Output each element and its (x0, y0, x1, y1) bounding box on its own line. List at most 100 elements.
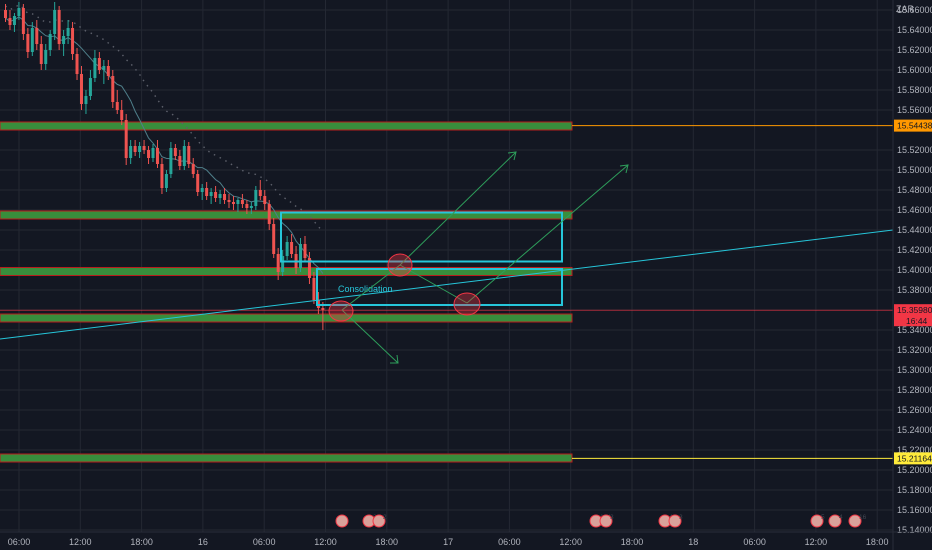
candle-body[interactable] (30, 28, 34, 52)
candle-body[interactable] (263, 196, 267, 204)
candle-body[interactable] (106, 66, 110, 76)
trend-line[interactable] (0, 229, 894, 340)
candle-body[interactable] (147, 150, 151, 158)
candle-body[interactable] (178, 156, 182, 166)
candle-body[interactable] (236, 200, 240, 204)
candle-body[interactable] (53, 10, 57, 34)
candle-body[interactable] (66, 28, 70, 36)
candle-body[interactable] (26, 34, 30, 52)
candle-body[interactable] (111, 76, 115, 102)
event-marker[interactable] (848, 514, 862, 528)
consolidation-box[interactable] (316, 268, 563, 306)
candle-body[interactable] (303, 244, 307, 258)
zone-bar[interactable] (0, 121, 573, 131)
candle-body[interactable] (39, 44, 43, 64)
candle-body[interactable] (88, 78, 92, 96)
zone-bar[interactable] (0, 210, 573, 220)
candle-body[interactable] (196, 174, 200, 192)
candle-body[interactable] (124, 120, 128, 158)
projection-arrow[interactable] (399, 151, 517, 266)
candle-body[interactable] (21, 8, 25, 34)
candle-body[interactable] (272, 224, 276, 254)
event-marker[interactable] (335, 514, 349, 528)
candle-body[interactable] (12, 16, 16, 25)
candle-body[interactable] (227, 200, 231, 202)
candle-body[interactable] (214, 192, 218, 198)
horizontal-levels[interactable] (0, 125, 893, 459)
candle-body[interactable] (299, 244, 303, 268)
candle-body[interactable] (8, 18, 12, 25)
candle-body[interactable] (4, 10, 7, 18)
zone-bar[interactable] (0, 313, 573, 323)
candle-body[interactable] (44, 50, 48, 64)
zone-bar[interactable] (0, 453, 573, 463)
candle-body[interactable] (142, 146, 146, 150)
candle-body[interactable] (84, 96, 88, 104)
candle-body[interactable] (138, 146, 142, 152)
candle-body[interactable] (209, 192, 213, 196)
candle-body[interactable] (182, 146, 186, 166)
candle-body[interactable] (281, 256, 285, 272)
candles[interactable] (4, 2, 325, 330)
event-markers[interactable]: 321043435416 (335, 514, 867, 528)
candle-body[interactable] (245, 204, 249, 208)
candle-body[interactable] (71, 28, 75, 54)
candle-body[interactable] (97, 58, 101, 70)
highlight-circle[interactable] (453, 292, 481, 316)
event-marker[interactable] (599, 514, 613, 528)
candle-body[interactable] (218, 194, 222, 198)
candle-body[interactable] (285, 242, 289, 256)
candle-body[interactable] (191, 164, 195, 174)
candle-body[interactable] (79, 74, 83, 104)
candle-body[interactable] (312, 278, 316, 300)
candle-body[interactable] (48, 34, 52, 50)
candle-body[interactable] (200, 188, 204, 192)
candle-body[interactable] (133, 146, 137, 152)
candle-body[interactable] (75, 54, 79, 74)
projection-arrow[interactable] (466, 164, 629, 304)
event-marker[interactable] (668, 514, 682, 528)
candle-body[interactable] (173, 148, 177, 156)
candle-body[interactable] (290, 242, 294, 254)
support-resistance-zones[interactable] (0, 121, 573, 463)
candle-body[interactable] (151, 148, 155, 158)
candle-body[interactable] (240, 200, 244, 204)
candle-body[interactable] (223, 194, 227, 200)
event-marker[interactable] (810, 514, 824, 528)
candle-body[interactable] (267, 204, 271, 224)
candle-body[interactable] (307, 258, 311, 278)
projection-arrow[interactable] (399, 264, 468, 304)
candle-body[interactable] (249, 206, 253, 208)
candle-body[interactable] (120, 110, 124, 120)
projection-arrow[interactable] (341, 264, 401, 311)
event-marker[interactable] (372, 514, 386, 528)
candle-body[interactable] (231, 202, 235, 204)
candle-body[interactable] (164, 174, 168, 188)
candle-body[interactable] (35, 28, 39, 44)
candle-body[interactable] (17, 8, 21, 16)
drawings[interactable]: Consolidation (0, 151, 894, 364)
candle-body[interactable] (155, 148, 159, 164)
candle-body[interactable] (169, 148, 173, 174)
projection-arrow[interactable] (341, 309, 399, 364)
candle-body[interactable] (129, 146, 133, 158)
zone-bar[interactable] (0, 267, 573, 276)
highlight-circle[interactable] (328, 300, 354, 322)
candle-body[interactable] (187, 146, 191, 164)
candle-body[interactable] (93, 58, 97, 78)
upper-consolidation-box[interactable] (280, 211, 563, 263)
highlight-circle[interactable] (387, 253, 413, 277)
time-axis[interactable]: 06:00 12:00 18:00 16 06:00 12:00 18:00 17 06:00 1… (0, 531, 932, 547)
candle-body[interactable] (57, 10, 61, 44)
candle-body[interactable] (258, 190, 262, 196)
candle-body[interactable] (62, 36, 66, 44)
candle-body[interactable] (254, 190, 258, 206)
candle-body[interactable] (102, 66, 106, 70)
candle-body[interactable] (115, 102, 119, 110)
candle-body[interactable] (276, 254, 280, 272)
candle-body[interactable] (160, 164, 164, 188)
candle-body[interactable] (205, 188, 209, 196)
event-marker[interactable] (828, 514, 842, 528)
price-axis[interactable]: 15.66000 15.64000 15.62000 15.60000 15.58000… (892, 0, 932, 550)
